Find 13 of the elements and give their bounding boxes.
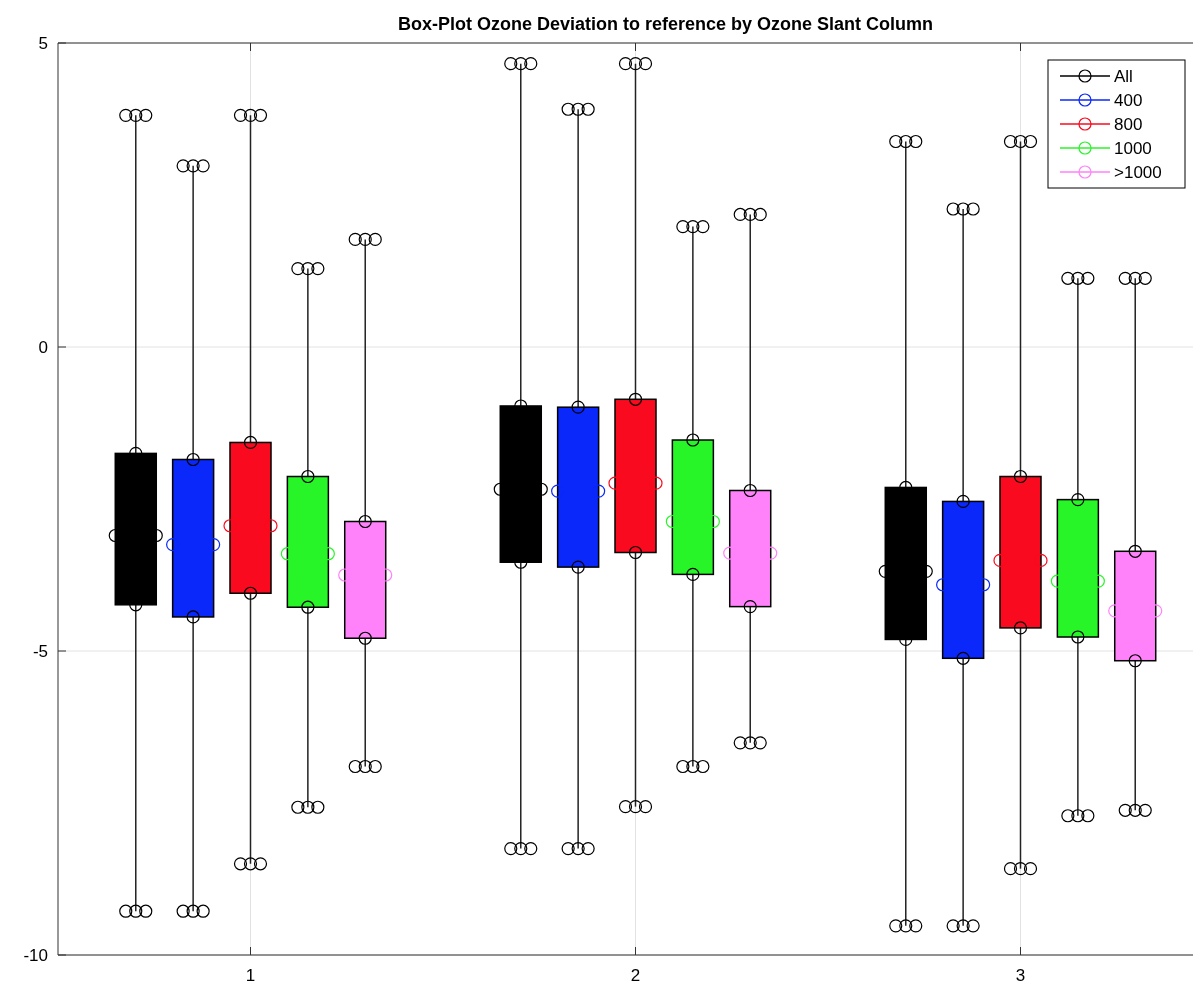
legend-label: 400	[1114, 90, 1143, 110]
y-tick-label: 0	[38, 337, 48, 357]
legend-label: >1000	[1114, 162, 1162, 182]
x-tick-label: 3	[1015, 966, 1026, 985]
legend-label: 800	[1114, 114, 1143, 134]
y-tick-label: -10	[23, 945, 48, 965]
x-tick-label: 1	[245, 966, 256, 985]
x-tick-label: 2	[630, 966, 641, 985]
legend-label: All	[1114, 66, 1133, 86]
legend-label: 1000	[1114, 138, 1152, 158]
y-tick-label: 5	[38, 33, 48, 53]
y-tick-label: -5	[32, 641, 48, 661]
chart-title: Box-Plot Ozone Deviation to reference by Ozone Slant Column	[397, 14, 934, 34]
